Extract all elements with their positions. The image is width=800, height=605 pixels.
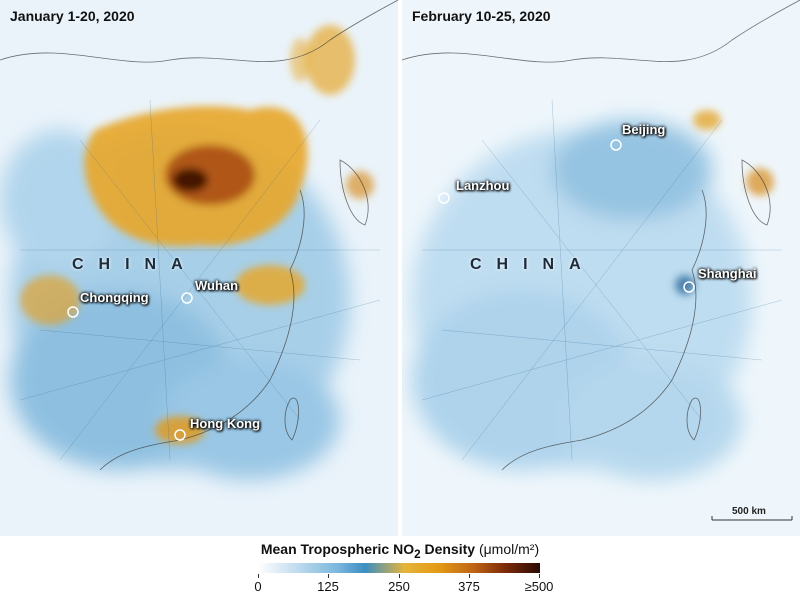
city-marker-lanzhou xyxy=(438,192,450,204)
country-label-china: CHINA xyxy=(72,256,198,273)
city-label-wuhan: Wuhan xyxy=(195,278,239,293)
legend-color-bar xyxy=(258,563,540,573)
map-january xyxy=(0,0,398,536)
city-marker-hong-kong xyxy=(174,429,186,441)
map-february xyxy=(402,0,800,536)
legend-tick xyxy=(539,574,540,578)
scale-bar-label: 500 km xyxy=(732,506,766,517)
legend-tick-label: ≥500 xyxy=(524,579,554,594)
legend-tick-label: 125 xyxy=(317,579,339,594)
city-marker-chongqing xyxy=(67,306,79,318)
panel-title-february: February 10-25, 2020 xyxy=(412,8,551,24)
city-marker-wuhan xyxy=(181,292,193,304)
legend-title-main: Mean Tropospheric NO xyxy=(260,541,415,557)
legend-title-subscript: 2 xyxy=(414,547,421,561)
legend-tick xyxy=(399,574,400,578)
legend-title-tail: Density xyxy=(420,541,476,557)
legend-tick-label: 250 xyxy=(388,579,410,594)
map-panel-february: February 10-25, 2020 CHINA Beijing Lanzh… xyxy=(402,0,800,536)
city-markers-january xyxy=(67,292,193,441)
city-label-hong-kong: Hong Kong xyxy=(190,416,261,431)
city-label-lanzhou: Lanzhou xyxy=(456,178,510,193)
country-label-china: CHINA xyxy=(470,256,596,273)
legend-units: (μmol/m²) xyxy=(478,541,540,557)
legend-tick-label: 375 xyxy=(458,579,480,594)
legend-tick xyxy=(328,574,329,578)
legend-tick xyxy=(469,574,470,578)
city-label-shanghai: Shanghai xyxy=(698,266,757,281)
panel-title-january: January 1-20, 2020 xyxy=(10,8,135,24)
legend-tick xyxy=(258,574,259,578)
city-markers-february xyxy=(438,139,695,293)
legend-tick-label: 0 xyxy=(254,579,262,594)
scale-bar xyxy=(711,516,793,521)
map-panel-january: January 1-20, 2020 CHINA Chongqing Wuhan… xyxy=(0,0,398,536)
city-marker-beijing xyxy=(610,139,622,151)
city-marker-shanghai xyxy=(683,281,695,293)
city-label-chongqing: Chongqing xyxy=(80,290,149,305)
city-label-beijing: Beijing xyxy=(622,122,666,137)
legend-title: Mean Tropospheric NO2 Density (μmol/m²) xyxy=(0,541,800,561)
